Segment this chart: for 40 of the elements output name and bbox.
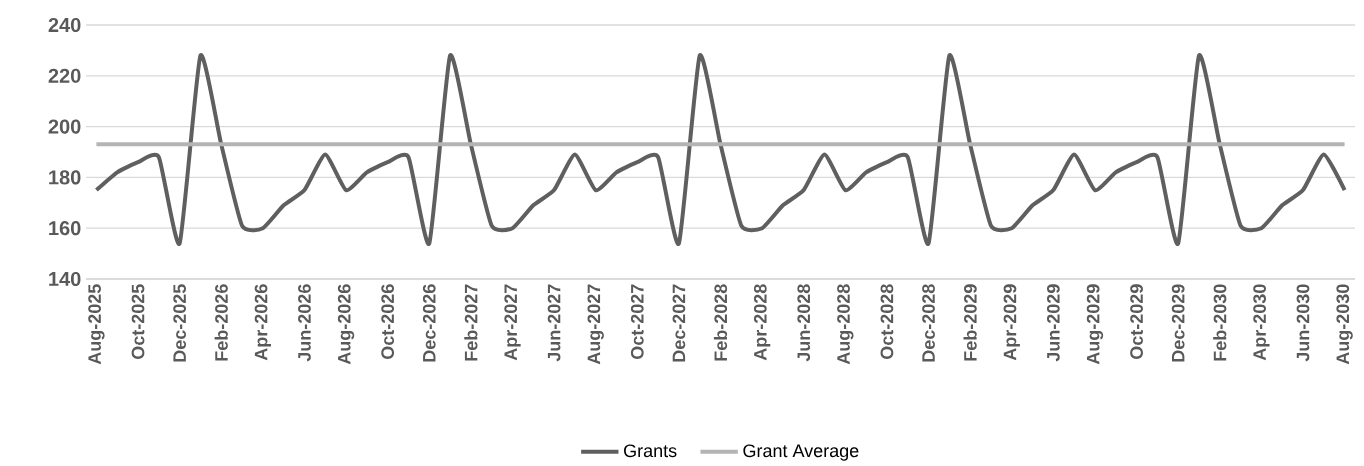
legend-label: Grants [624, 444, 677, 458]
x-tick-label: Aug-2030 [1336, 284, 1353, 365]
y-tick-label: 160 [49, 221, 81, 236]
x-tick-label: Jun-2029 [1046, 284, 1060, 362]
x-tick-label: Dec-2027 [672, 284, 686, 362]
x-tick-label: Apr-2028 [753, 284, 771, 361]
x-tick-label: Apr-2027 [504, 284, 521, 361]
x-tick-label: Apr-2029 [1003, 284, 1020, 361]
x-tick-label: Feb-2026 [214, 284, 228, 361]
x-tick-label: Feb-2028 [713, 284, 728, 361]
legend-label: Grant Average [743, 444, 859, 461]
x-tick-label: Oct-2025 [131, 284, 145, 360]
x-tick-label: Oct-2026 [381, 284, 395, 360]
x-tick-label: Jun-2030 [1296, 284, 1310, 362]
x-tick-label: Oct-2027 [630, 284, 644, 360]
line-series [94, 53, 1347, 246]
x-tick-label: Dec-2026 [422, 284, 436, 362]
x-tick-label: Oct-2028 [880, 284, 894, 360]
y-tick-label: 180 [49, 170, 81, 185]
y-tick-label: 200 [48, 119, 81, 134]
y-tick-label: 220 [48, 68, 81, 83]
x-tick-label: Apr-2026 [254, 284, 271, 361]
x-tick-label: Feb-2029 [963, 284, 977, 361]
x-tick-label: Jun-2027 [547, 284, 561, 362]
x-tick-label: Aug-2026 [337, 284, 355, 365]
x-tick-label: Dec-2028 [922, 284, 935, 362]
x-tick-label: Feb-2027 [464, 284, 478, 361]
x-tick-label: Oct-2029 [1130, 284, 1143, 360]
x-tick-label: Jun-2026 [298, 284, 311, 362]
x-tick-label: Aug-2029 [1086, 284, 1104, 365]
x-tick-label: Jun-2028 [797, 284, 811, 362]
x-tick-label: Aug-2027 [587, 284, 604, 365]
x-tick-label: Aug-2028 [837, 284, 854, 365]
y-tick-label: 240 [48, 17, 81, 33]
y-tick-label: 140 [49, 271, 81, 287]
x-tick-label: Feb-2030 [1213, 284, 1227, 361]
x-tick-label: Aug-2025 [88, 284, 105, 365]
x-tick-label: Apr-2030 [1253, 284, 1270, 361]
x-tick-label: Dec-2029 [1171, 284, 1185, 362]
x-tick-label: Dec-2025 [173, 284, 186, 362]
